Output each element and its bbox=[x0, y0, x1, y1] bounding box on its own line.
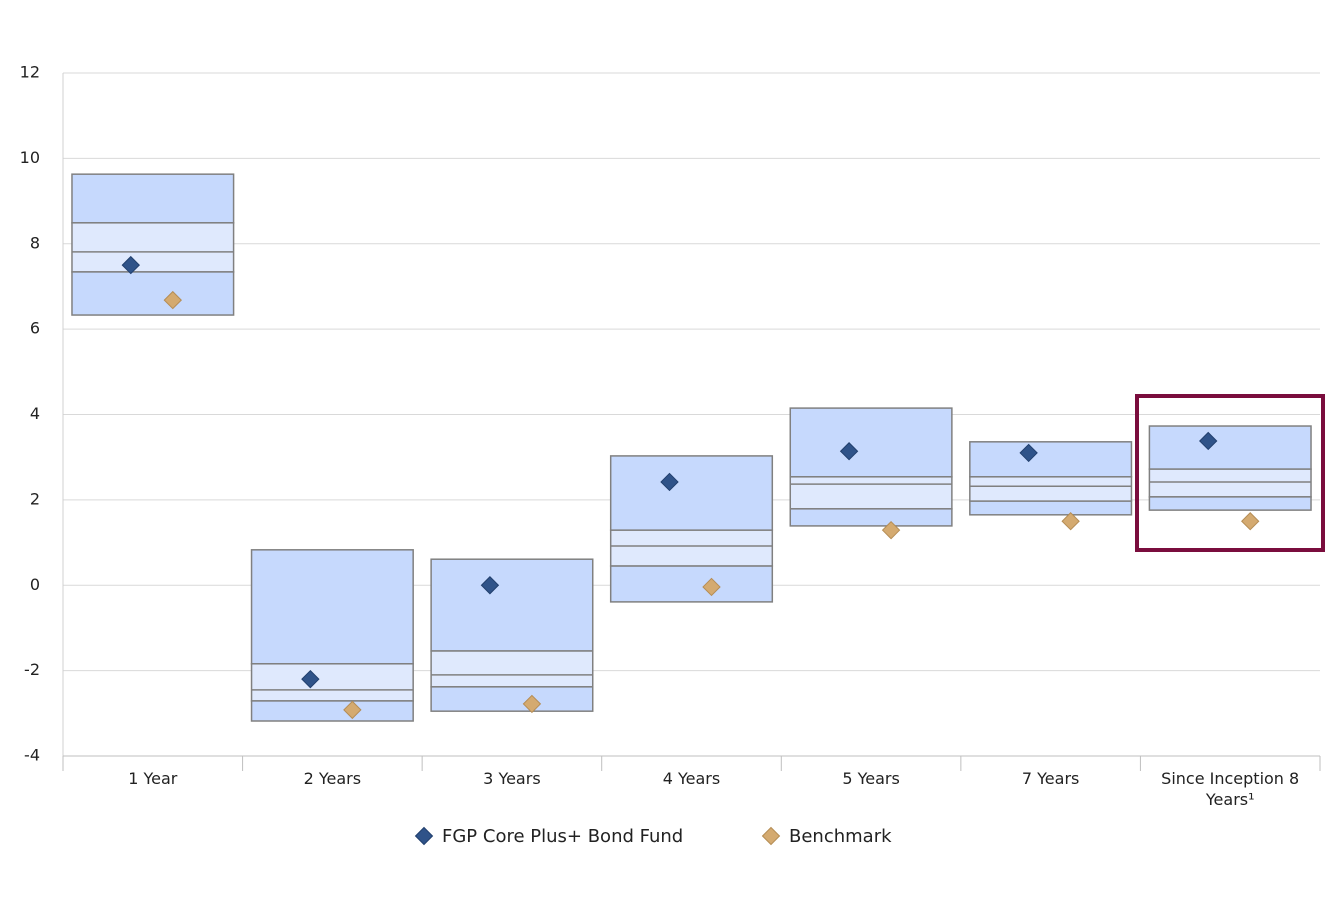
legend-marker bbox=[761, 826, 781, 846]
y-tick-label: 12 bbox=[20, 63, 40, 82]
x-tick-label: 5 Years bbox=[842, 769, 900, 788]
box-lower bbox=[1148, 496, 1312, 511]
highlight-frame bbox=[1135, 394, 1325, 552]
legend-label: Benchmark bbox=[789, 826, 892, 847]
marker bbox=[343, 700, 362, 720]
y-tick-label: 4 bbox=[30, 404, 40, 423]
marker bbox=[1019, 443, 1038, 463]
y-tick-label: 10 bbox=[20, 148, 40, 167]
box-middle bbox=[1148, 468, 1312, 498]
x-tick-label: 7 Years bbox=[1021, 769, 1080, 788]
marker bbox=[839, 442, 859, 461]
y-tick-label: 2 bbox=[30, 489, 40, 508]
x-tick-label: 2 Years bbox=[303, 769, 362, 788]
box-upper bbox=[71, 173, 235, 224]
box-middle bbox=[250, 663, 414, 702]
box-lower bbox=[969, 500, 1133, 516]
legend-label: FGP Core Plus+ Bond Fund bbox=[442, 826, 683, 847]
y-tick-label: 8 bbox=[30, 233, 40, 252]
y-tick-label: -4 bbox=[24, 746, 40, 765]
box-middle bbox=[609, 529, 774, 567]
marker bbox=[881, 520, 901, 540]
box-lower bbox=[250, 700, 414, 722]
box-upper bbox=[430, 558, 594, 652]
box-lower bbox=[609, 565, 774, 603]
box-middle bbox=[430, 650, 594, 688]
box-upper bbox=[609, 455, 774, 531]
legend-marker bbox=[414, 826, 434, 846]
y-tick-label: -2 bbox=[24, 660, 40, 679]
marker bbox=[1241, 512, 1260, 531]
marker bbox=[660, 472, 679, 492]
y-tick-label: 6 bbox=[30, 319, 40, 338]
box-upper bbox=[789, 407, 953, 478]
box-middle bbox=[71, 222, 235, 273]
box-upper bbox=[1148, 425, 1312, 470]
box-middle bbox=[789, 476, 953, 510]
marker bbox=[1199, 431, 1218, 451]
marker bbox=[301, 669, 320, 689]
marker bbox=[121, 255, 140, 275]
box-lower bbox=[789, 508, 953, 527]
marker bbox=[163, 290, 182, 310]
x-tick-label: 4 Years bbox=[662, 769, 721, 788]
box-upper bbox=[969, 441, 1133, 478]
y-tick-label: 0 bbox=[30, 575, 40, 594]
marker bbox=[1061, 512, 1080, 531]
x-tick-label: 3 Years bbox=[483, 769, 541, 788]
box-lower bbox=[430, 686, 594, 712]
x-tick-label: 1 Year bbox=[128, 769, 178, 788]
x-tick-label: Since Inception 8 Years¹ bbox=[1161, 769, 1300, 809]
marker bbox=[702, 577, 721, 597]
box-middle bbox=[969, 476, 1133, 502]
marker bbox=[522, 694, 542, 714]
box-lower bbox=[71, 271, 235, 316]
box-upper bbox=[250, 549, 414, 665]
marker bbox=[480, 576, 500, 595]
